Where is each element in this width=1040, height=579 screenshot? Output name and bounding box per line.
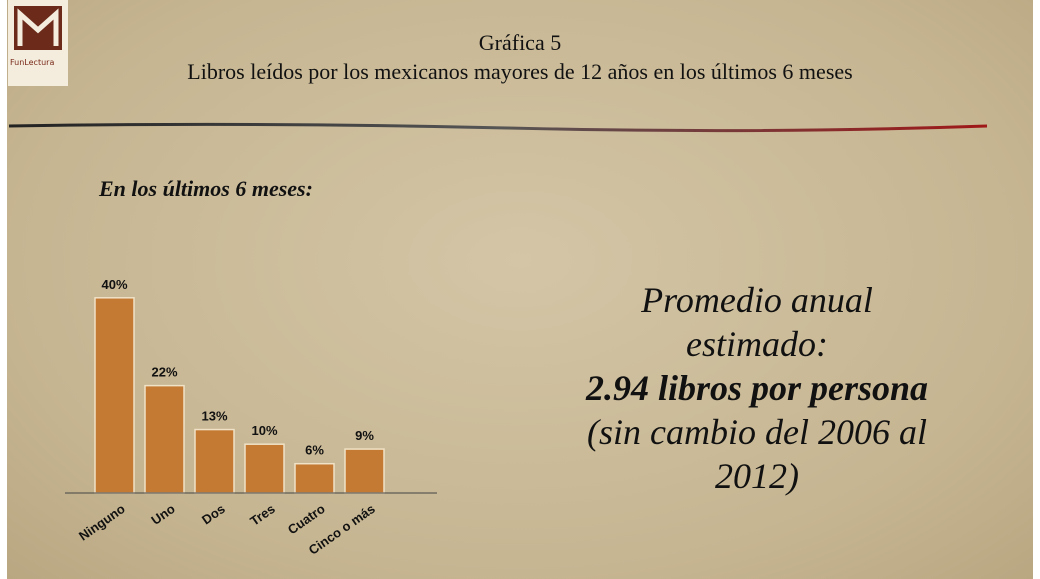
slide-title: Gráfica 5 bbox=[478, 30, 562, 55]
x-tick-label: Cuatro bbox=[285, 501, 328, 537]
x-tick-label: Tres bbox=[247, 501, 278, 529]
note-line: 2012) bbox=[715, 456, 799, 496]
bar bbox=[144, 384, 185, 494]
bar bbox=[344, 448, 385, 494]
slide: FunLectura Gráfica 5 Libros leídos por l… bbox=[7, 0, 1033, 579]
note-line: 2.94 libros por persona bbox=[585, 368, 929, 408]
bar bbox=[294, 462, 335, 494]
bar-chart: 40%Ninguno22%Uno13%Dos10%Tres6%Cuatro9%C… bbox=[65, 277, 437, 558]
value-label: 40% bbox=[101, 277, 127, 292]
x-tick-label: Ninguno bbox=[76, 501, 128, 544]
logo-text: FunLectura bbox=[10, 58, 55, 67]
x-tick-label: Dos bbox=[199, 501, 228, 527]
slide-subtitle: Libros leídos por los mexicanos mayores … bbox=[187, 59, 853, 84]
divider bbox=[8, 122, 988, 133]
bar bbox=[244, 443, 285, 494]
lead-text: En los últimos 6 meses: bbox=[99, 176, 313, 201]
value-label: 13% bbox=[201, 409, 227, 424]
note-line: (sin cambio del 2006 al bbox=[587, 412, 927, 452]
logo: FunLectura bbox=[8, 0, 68, 86]
note: Promedio anual estimado: 2.94 libros por p… bbox=[507, 278, 1007, 498]
logo-icon bbox=[14, 6, 62, 50]
note-line: estimado: bbox=[686, 324, 828, 364]
value-label: 10% bbox=[251, 423, 277, 438]
x-tick-label: Uno bbox=[148, 501, 177, 528]
value-label: 6% bbox=[305, 443, 324, 458]
bar bbox=[94, 297, 135, 494]
bar bbox=[194, 428, 235, 494]
value-label: 9% bbox=[355, 428, 374, 443]
value-label: 22% bbox=[151, 365, 177, 380]
note-line: Promedio anual bbox=[641, 280, 873, 320]
